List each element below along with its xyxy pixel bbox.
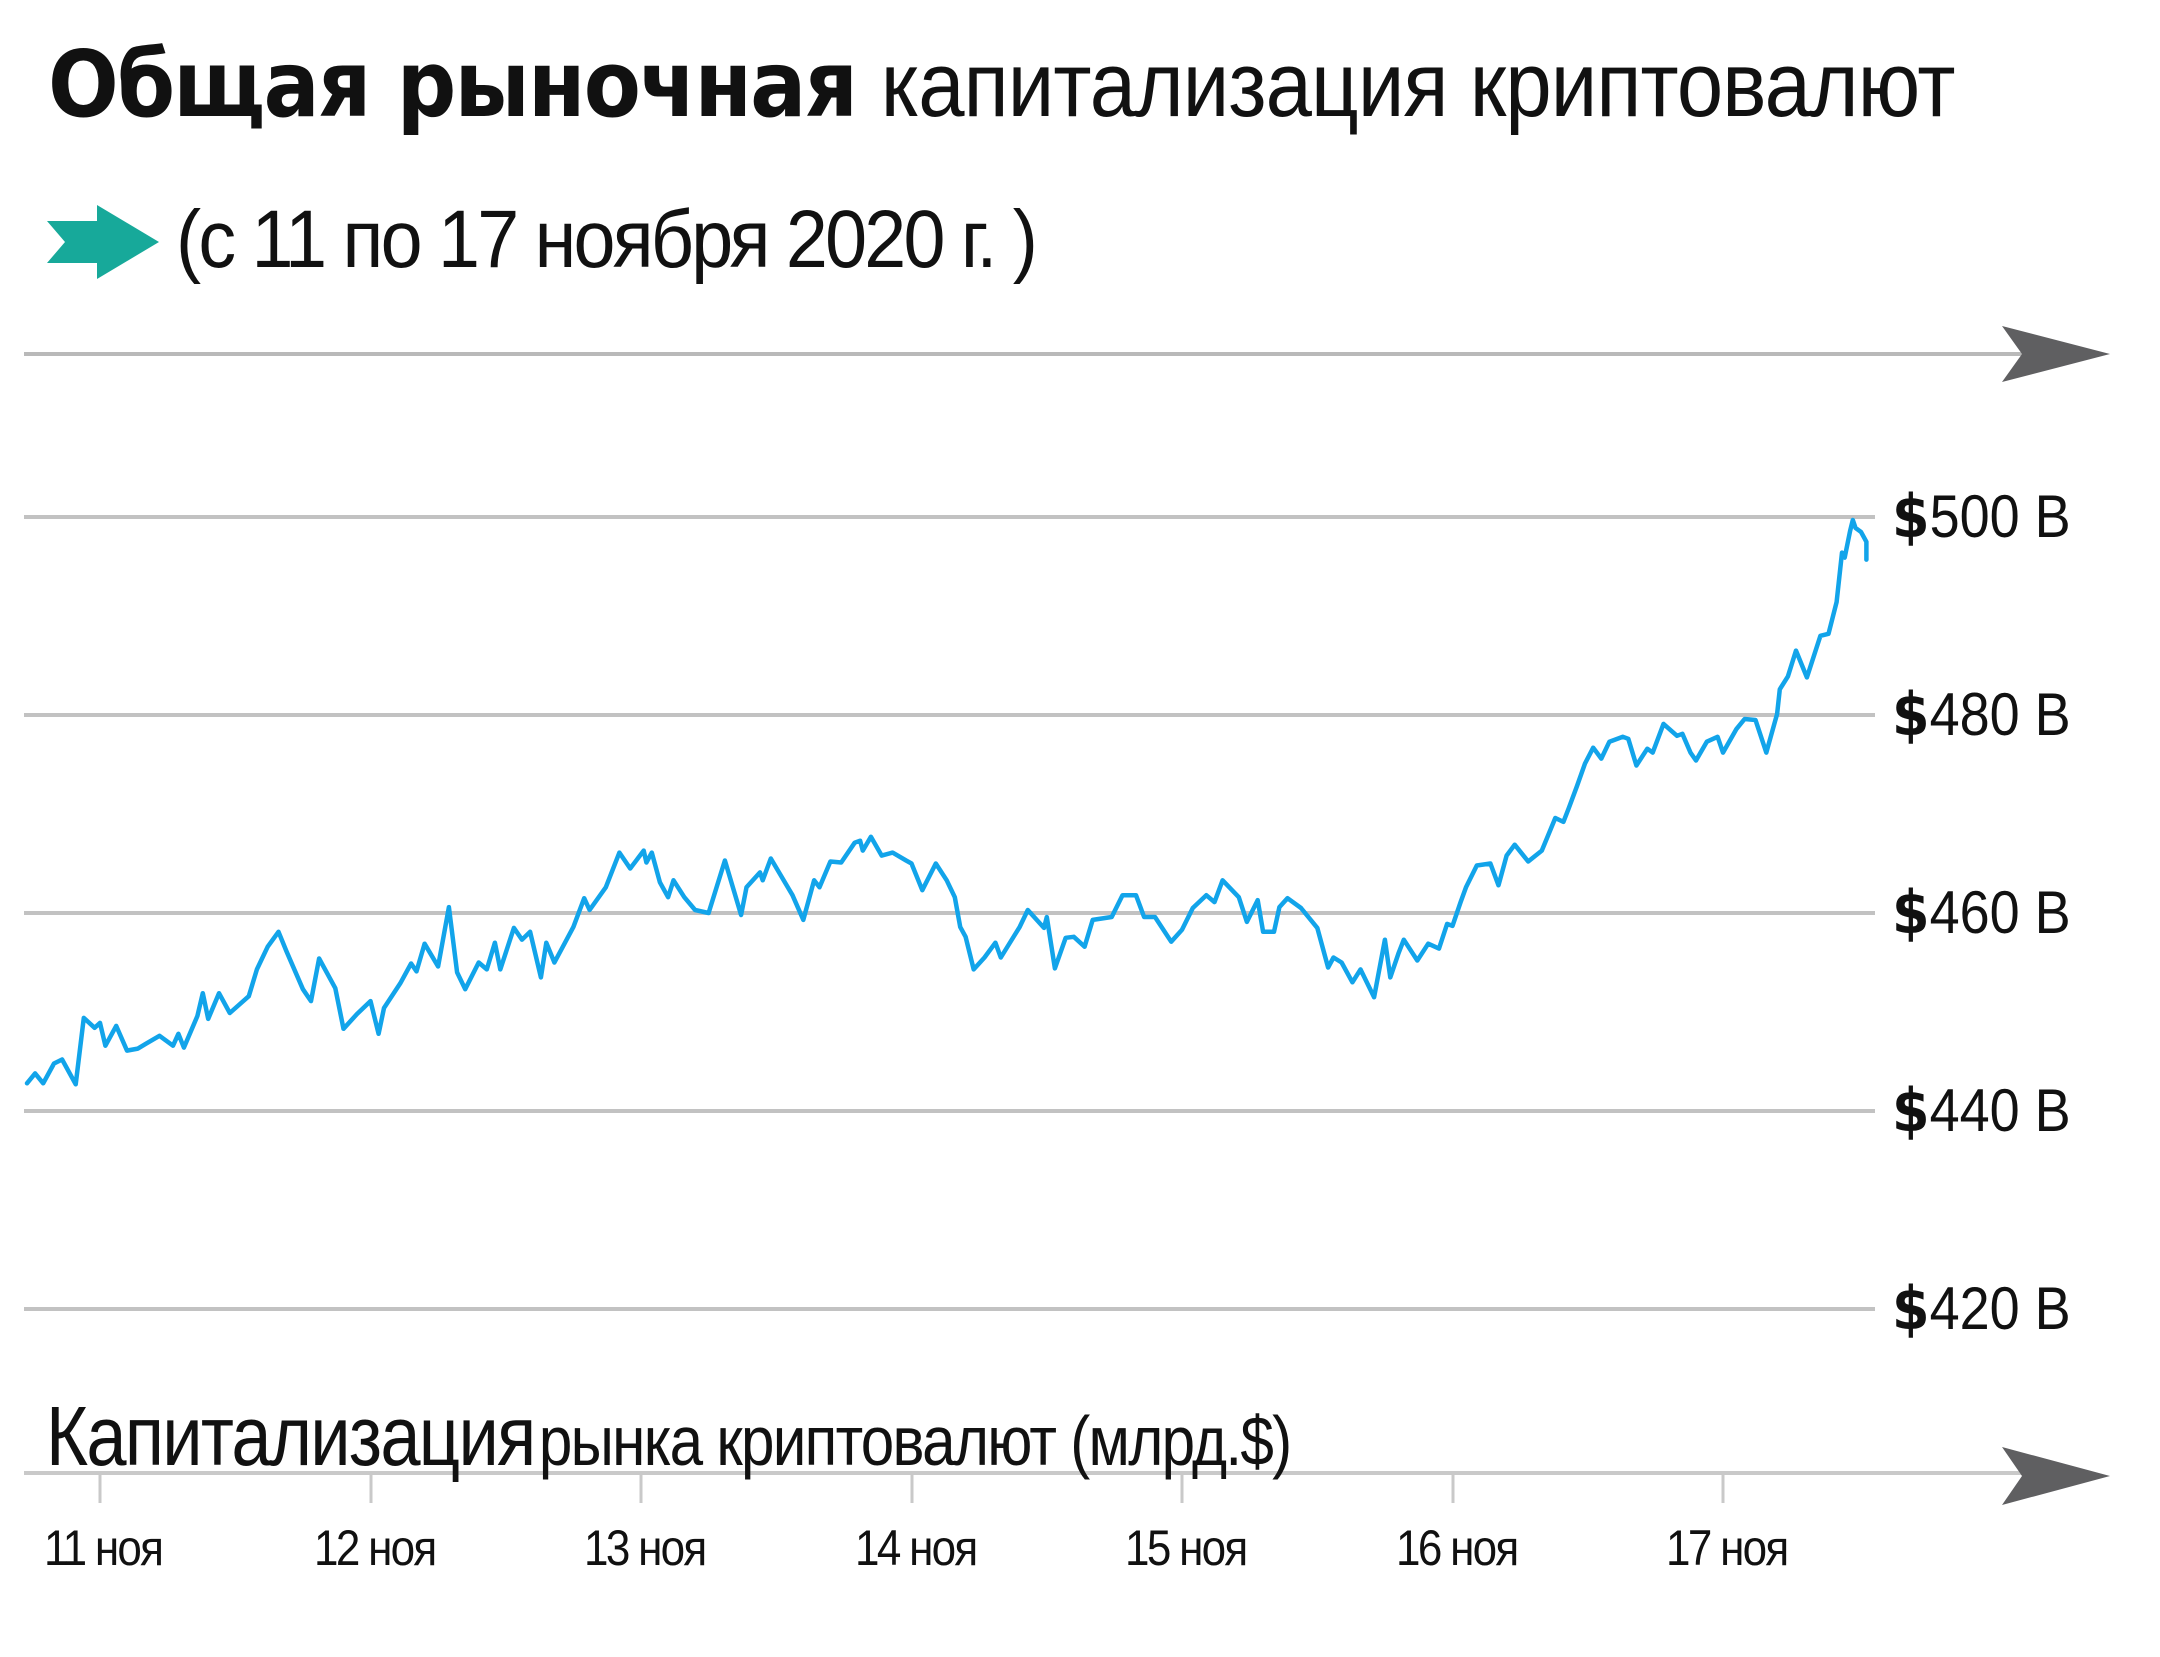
x-label-day: 14 xyxy=(855,1520,901,1576)
y-label-420: $420 B xyxy=(1892,1274,2071,1344)
x-label-month: ноя xyxy=(1450,1520,1519,1576)
x-label-day: 11 xyxy=(44,1520,87,1576)
x-label-month: ноя xyxy=(1720,1520,1789,1576)
arrow-right-icon xyxy=(2002,1447,2110,1505)
chart-title-regular: капитализация криптовалют xyxy=(880,34,1956,136)
x-label-12: 12 ноя xyxy=(314,1520,437,1576)
arrow-right-icon xyxy=(2002,326,2110,382)
top-axis-arrow xyxy=(24,326,2110,382)
y-label-480: $480 B xyxy=(1892,680,2071,750)
axis-caption-bold: Капитализация xyxy=(46,1389,536,1483)
x-label-14: 14 ноя xyxy=(855,1520,978,1576)
chart-title: Общая рыночная капитализация криптовалют xyxy=(48,30,1956,140)
y-label-460: $460 B xyxy=(1892,878,2071,948)
y-label-500: $500 B xyxy=(1892,482,2071,552)
x-label-16: 16 ноя xyxy=(1396,1520,1519,1576)
x-label-month: ноя xyxy=(909,1520,978,1576)
currency-symbol: $ xyxy=(1892,680,1930,750)
chart-title-bold: Общая рыночная xyxy=(48,31,858,138)
y-label-value: 440 B xyxy=(1929,1077,2071,1144)
x-label-day: 13 xyxy=(584,1520,630,1576)
x-label-month: ноя xyxy=(94,1520,164,1576)
axis-caption: Капитализация рынка криптовалют (млрд.$) xyxy=(46,1393,1292,1503)
x-label-month: ноя xyxy=(368,1520,437,1576)
x-label-17: 17 ноя xyxy=(1666,1520,1789,1576)
currency-symbol: $ xyxy=(1892,482,1930,552)
y-label-440: $440 B xyxy=(1892,1076,2071,1146)
x-label-11: 11 ноя xyxy=(44,1520,164,1576)
currency-symbol: $ xyxy=(1892,1076,1930,1146)
y-label-value: 460 B xyxy=(1929,879,2071,946)
x-label-month: ноя xyxy=(1179,1520,1248,1576)
x-label-day: 16 xyxy=(1396,1520,1442,1576)
y-label-value: 420 B xyxy=(1929,1275,2071,1342)
y-label-value: 500 B xyxy=(1929,483,2071,550)
y-label-value: 480 B xyxy=(1929,681,2071,748)
x-label-day: 12 xyxy=(314,1520,360,1576)
x-label-13: 13 ноя xyxy=(584,1520,707,1576)
market-cap-line xyxy=(24,517,1869,1087)
currency-symbol: $ xyxy=(1892,1274,1930,1344)
teal-arrow-icon xyxy=(47,205,159,279)
currency-symbol: $ xyxy=(1892,878,1930,948)
x-label-day: 15 xyxy=(1125,1520,1171,1576)
chart-subtitle: (с 11 по 17 ноября 2020 г. ) xyxy=(176,194,1038,285)
x-label-15: 15 ноя xyxy=(1125,1520,1248,1576)
x-label-day: 17 xyxy=(1666,1520,1712,1576)
axis-caption-regular: рынка криптовалют (млрд.$) xyxy=(538,1402,1292,1480)
x-axis xyxy=(24,1447,2110,1505)
x-label-month: ноя xyxy=(638,1520,707,1576)
gridlines xyxy=(24,515,1875,1311)
